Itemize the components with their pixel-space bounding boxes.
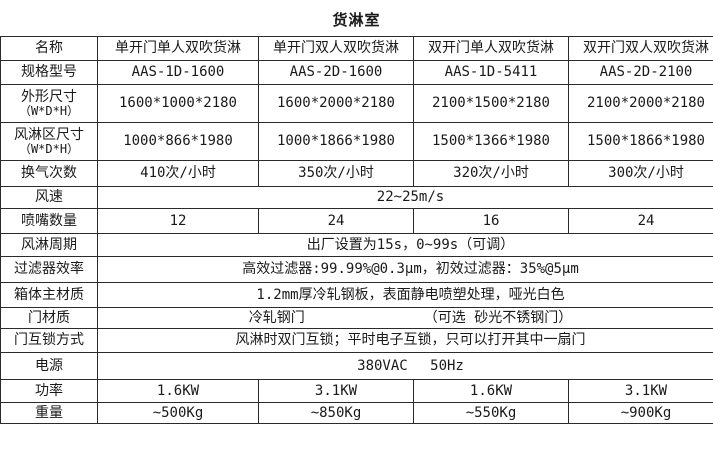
model-header-cell: 单开门双人双吹货淋 (258, 36, 414, 61)
spec-cell-span: 风淋时双门互锁；平时电子互锁，只可以打开其中一扇门 (97, 328, 713, 353)
spec-cell: 1.6KW (413, 379, 569, 403)
row-label-sub: （W*D*H） (18, 103, 80, 118)
table-row-air-changes: 换气次数 410次/小时 350次/小时 320次/小时 300次/小时 (0, 160, 713, 187)
row-label: 风淋周期 (0, 233, 98, 257)
spec-cell: ~550Kg (413, 402, 569, 424)
table-row-weight: 重量 ~500Kg ~850Kg ~550Kg ~900Kg (0, 402, 713, 424)
row-label: 风速 (0, 186, 98, 209)
table-row-outer-size: 外形尺寸 （W*D*H） 1600*1000*2180 1600*2000*21… (0, 84, 713, 123)
row-label: 重量 (0, 402, 98, 424)
spec-cell-span: 冷轧钢门 （可选 砂光不锈钢门） (97, 307, 713, 329)
row-label: 外形尺寸 （W*D*H） (0, 84, 98, 123)
table-row-filter-efficiency: 过滤器效率 高效过滤器:99.99%@0.3μm，初效过滤器：35%@5μm (0, 256, 713, 283)
spec-cell: 24 (568, 208, 713, 234)
row-label: 门材质 (0, 307, 98, 329)
row-label-main: 外形尺寸 (21, 88, 77, 105)
spec-cell: 1000*866*1980 (97, 122, 259, 161)
table-row-door-interlock: 门互锁方式 风淋时双门互锁；平时电子互锁，只可以打开其中一扇门 (0, 328, 713, 353)
spec-cell-span: 22~25m/s (97, 186, 713, 209)
spec-cell: AAS-1D-1600 (97, 60, 259, 85)
spec-cell-span: 高效过滤器:99.99%@0.3μm，初效过滤器：35%@5μm (97, 256, 713, 283)
row-label: 名称 (0, 36, 98, 61)
row-label: 换气次数 (0, 160, 98, 187)
table-row-shower-size: 风淋区尺寸 （W*D*H） 1000*866*1980 1000*1866*19… (0, 122, 713, 161)
spec-cell: ~500Kg (97, 402, 259, 424)
table-row-nozzle-count: 喷嘴数量 12 24 16 24 (0, 208, 713, 234)
spec-cell: 1500*1866*1980 (568, 122, 713, 161)
spec-cell-span: 出厂设置为15s，0~99s（可调） (97, 233, 713, 257)
table-row-power: 功率 1.6KW 3.1KW 1.6KW 3.1KW (0, 379, 713, 403)
table-row-cabinet-material: 箱体主材质 1.2mm厚冷轧钢板，表面静电喷塑处理，哑光白色 (0, 282, 713, 308)
spec-cell: 1000*1866*1980 (258, 122, 414, 161)
spec-cell: 2100*2000*2180 (568, 84, 713, 123)
model-header-cell: 单开门单人双吹货淋 (97, 36, 259, 61)
spec-cell: ~850Kg (258, 402, 414, 424)
table-row-name: 名称 单开门单人双吹货淋 单开门双人双吹货淋 双开门单人双吹货淋 双开门双人双吹… (0, 36, 713, 61)
spec-cell-span: 1.2mm厚冷轧钢板，表面静电喷塑处理，哑光白色 (97, 282, 713, 308)
spec-cell: 24 (258, 208, 414, 234)
row-label: 喷嘴数量 (0, 208, 98, 234)
model-header-cell: 双开门单人双吹货淋 (413, 36, 569, 61)
spec-cell: 16 (413, 208, 569, 234)
spec-cell: 320次/小时 (413, 160, 569, 187)
spec-cell: 3.1KW (258, 379, 414, 403)
table-row-model: 规格型号 AAS-1D-1600 AAS-2D-1600 AAS-1D-5411… (0, 60, 713, 85)
spec-cell: AAS-2D-2100 (568, 60, 713, 85)
row-label: 过滤器效率 (0, 256, 98, 283)
row-label-main: 风淋区尺寸 (14, 126, 84, 143)
spec-cell: AAS-1D-5411 (413, 60, 569, 85)
spec-cell: 2100*1500*2180 (413, 84, 569, 123)
spec-cell: AAS-2D-1600 (258, 60, 414, 85)
table-row-wind-speed: 风速 22~25m/s (0, 186, 713, 209)
table-row-shower-cycle: 风淋周期 出厂设置为15s，0~99s（可调） (0, 233, 713, 257)
spec-cell: 350次/小时 (258, 160, 414, 187)
spec-cell: 1600*2000*2180 (258, 84, 414, 123)
spec-cell: 410次/小时 (97, 160, 259, 187)
row-label: 电源 (0, 352, 98, 380)
row-label-sub: （W*D*H） (18, 141, 80, 156)
spec-cell-span: 380VAC 50Hz (97, 352, 713, 380)
table-row-door-material: 门材质 冷轧钢门 （可选 砂光不锈钢门） (0, 307, 713, 329)
spec-cell: 3.1KW (568, 379, 713, 403)
spec-cell: 1600*1000*2180 (97, 84, 259, 123)
row-label: 风淋区尺寸 （W*D*H） (0, 122, 98, 161)
spec-cell: ~900Kg (568, 402, 713, 424)
row-label: 功率 (0, 379, 98, 403)
row-label: 箱体主材质 (0, 282, 98, 308)
model-header-cell: 双开门双人双吹货淋 (568, 36, 713, 61)
spec-cell: 300次/小时 (568, 160, 713, 187)
spec-table: 名称 单开门单人双吹货淋 单开门双人双吹货淋 双开门单人双吹货淋 双开门双人双吹… (0, 36, 713, 424)
spec-cell: 1500*1366*1980 (413, 122, 569, 161)
page-title: 货淋室 (332, 11, 381, 29)
spec-cell: 12 (97, 208, 259, 234)
row-label: 门互锁方式 (0, 328, 98, 353)
table-row-power-supply: 电源 380VAC 50Hz (0, 352, 713, 380)
spec-cell: 1.6KW (97, 379, 259, 403)
row-label: 规格型号 (0, 60, 98, 85)
